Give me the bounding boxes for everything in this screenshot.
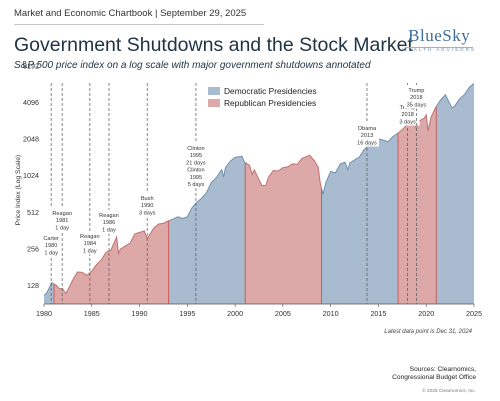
x-tick-label: 2010 (323, 309, 339, 318)
x-tick-label: 1990 (132, 309, 148, 318)
shutdown-label-text: 1 day (44, 250, 58, 256)
shutdown-label-text: 3 days (399, 119, 416, 125)
shutdown-label-bg (96, 210, 121, 234)
presidency-area-democratic (321, 133, 399, 304)
shutdown-label-bg (39, 233, 64, 257)
shutdown-label-text: 21 days (186, 160, 206, 166)
y-tick-label: 512 (27, 208, 39, 217)
shutdown-label-text: Reagan (80, 234, 100, 240)
logo-wordmark: BlueSky (408, 26, 471, 45)
shutdown-label-bg (77, 231, 102, 255)
shutdown-label-text: 2018 (401, 112, 413, 118)
shutdown-label-text: 1986 (103, 220, 115, 226)
legend-swatch-republican (208, 99, 220, 107)
shutdown-label-text: Bush (141, 196, 154, 202)
sp500-line-segment (245, 154, 322, 191)
shutdown-label-text: 35 days (407, 102, 427, 108)
shutdown-label-bg (404, 85, 429, 109)
presidency-area-republican (54, 220, 169, 304)
shutdown-label-text: Reagan (99, 213, 119, 219)
copyright: © 2025 Clearnomics, Inc. (422, 389, 476, 394)
chartbook-header: Market and Economic Chartbook | Septembe… (14, 8, 247, 19)
header-divider (14, 24, 264, 25)
bluesky-logo: BlueSky WEALTH ADVISORS (402, 26, 476, 52)
legend-label-democratic: Democratic Presidencies (224, 86, 317, 96)
presidency-area-democratic (168, 156, 246, 304)
shutdown-label-text: 2013 (361, 133, 373, 139)
x-tick-label: 1985 (84, 309, 100, 318)
y-axis-label: Price Index (Log Scale) (15, 155, 22, 226)
sp500-line-segment (54, 220, 169, 295)
sources-line-2: Congressional Budget Office (392, 374, 476, 382)
y-tick-label: 8192 (23, 62, 39, 71)
shutdown-label-text: 1981 (56, 218, 68, 224)
shutdown-label-text: Reagan (52, 211, 72, 217)
x-tick-label: 2015 (370, 309, 386, 318)
shutdown-label-text: 1995 (190, 153, 202, 159)
shutdown-label-text: 2018 (410, 95, 422, 101)
shutdown-label-text: 1 day (55, 225, 69, 231)
x-tick-label: 2005 (275, 309, 291, 318)
x-tick-label: 2020 (418, 309, 434, 318)
shutdown-label-text: 1990 (141, 203, 153, 209)
shutdown-label-text: 1 day (102, 227, 116, 233)
shutdown-label-text: 1980 (45, 243, 57, 249)
shutdown-label-text: 1984 (84, 241, 96, 247)
x-tick-label: 2025 (466, 309, 482, 318)
page-subtitle: S&P 500 price index on a log scale with … (14, 60, 371, 71)
x-tick-label: 2000 (227, 309, 243, 318)
sources: Sources: Clearnomics, Congressional Budg… (392, 366, 476, 383)
legend-swatch-democratic (208, 87, 220, 95)
shutdown-label-text: Trump (408, 88, 424, 94)
chart-legend: Democratic Presidencies Republican Presid… (208, 86, 317, 108)
sources-line-1: Sources: Clearnomics, (409, 366, 476, 373)
x-tick-label: 1980 (36, 309, 52, 318)
shutdown-label-bg (135, 193, 160, 217)
chart-axes: 1980 1985 1990 1995 2000 2005 2010 2015 2020 2025… (15, 62, 482, 319)
sp500-line-segment (398, 105, 437, 134)
shutdown-label-bg (183, 143, 208, 189)
y-tick-label: 2048 (23, 135, 39, 144)
y-tick-label: 128 (27, 281, 39, 290)
shutdown-label-text: 16 days (357, 140, 377, 146)
shutdown-label-text: 3 days (139, 210, 156, 216)
presidency-area-republican (245, 155, 322, 304)
latest-data-note: Latest data point is Dec 31, 2024 (384, 329, 472, 335)
presidency-area-democratic (44, 282, 55, 304)
shutdown-label-text: Obama (358, 126, 377, 132)
shutdown-label-text: 1 day (83, 248, 97, 254)
x-tick-label: 1995 (179, 309, 195, 318)
shutdown-label-text: 1995 (190, 175, 202, 181)
y-tick-label: 4096 (23, 98, 39, 107)
shutdown-label-text: Clinton (187, 168, 204, 174)
presidency-area-democratic (436, 83, 474, 304)
shutdown-label-text: Carter (43, 236, 59, 242)
presidency-dividers (53, 106, 437, 304)
logo-tagline: WEALTH ADVISORS (402, 47, 476, 52)
shutdown-label-text: Clinton (187, 146, 204, 152)
shutdown-label-bg (50, 208, 75, 232)
shutdown-label-bg (354, 123, 379, 147)
shutdown-label-text: 5 days (188, 182, 205, 188)
y-tick-label: 1024 (23, 171, 39, 180)
page-title: Government Shutdowns and the Stock Marke… (14, 34, 413, 56)
logo-rule (405, 47, 474, 48)
y-tick-label: 256 (27, 244, 39, 253)
legend-label-republican: Republican Presidencies (224, 98, 316, 108)
